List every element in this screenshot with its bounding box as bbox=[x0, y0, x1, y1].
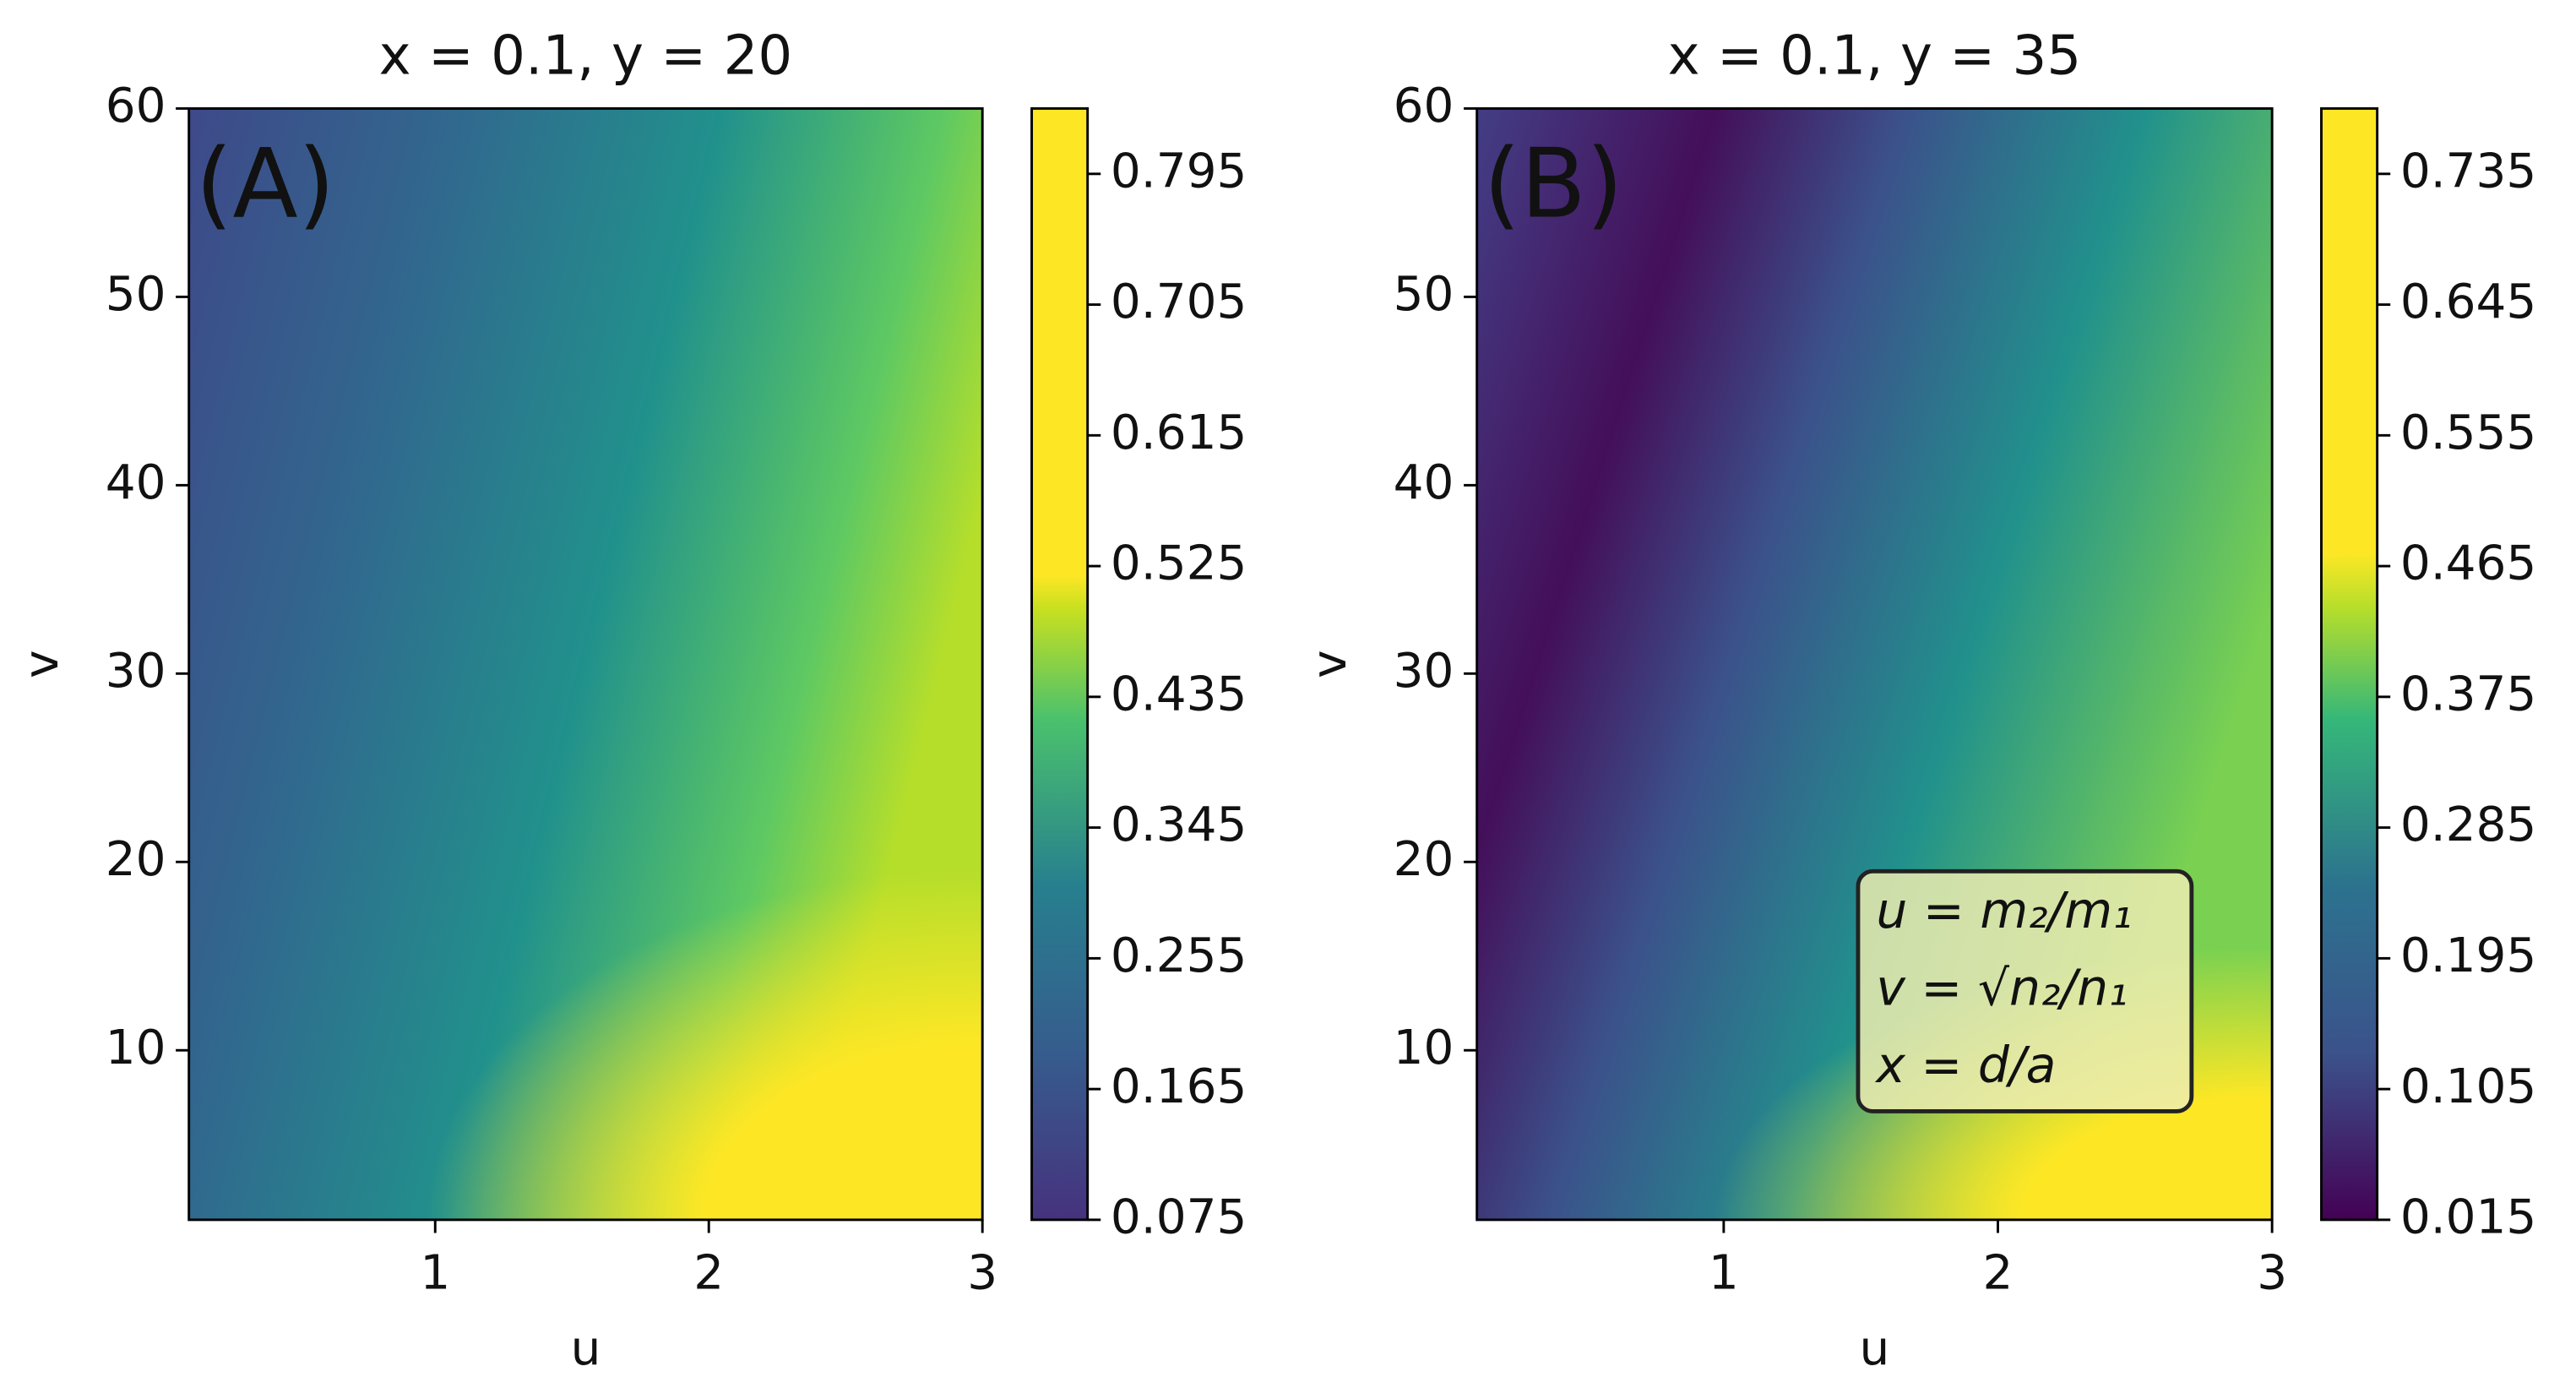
colorbar-tick-label: 0.015 bbox=[2400, 1190, 2536, 1245]
contour-field bbox=[188, 108, 983, 1220]
colorbar-tick-label: 0.255 bbox=[1111, 928, 1247, 983]
colorbar-tick-label: 0.705 bbox=[1111, 275, 1247, 329]
x-tick-label: 1 bbox=[420, 1246, 450, 1301]
y-axis-label: v bbox=[14, 650, 69, 678]
colorbar-tick-label: 0.465 bbox=[2400, 536, 2536, 591]
annotation-text: x = d/a bbox=[1874, 1037, 2056, 1094]
colorbar-tick-label: 0.345 bbox=[1111, 797, 1247, 852]
x-tick-label: 2 bbox=[1983, 1246, 2014, 1301]
colorbar-tick-label: 0.735 bbox=[2400, 144, 2536, 199]
y-tick-label: 20 bbox=[106, 832, 166, 887]
panel-label: (B) bbox=[1483, 128, 1622, 239]
y-tick-label: 30 bbox=[1394, 644, 1454, 699]
x-tick-label: 3 bbox=[2257, 1246, 2287, 1301]
colorbar-tick-label: 0.525 bbox=[1111, 536, 1247, 591]
x-axis-label: u bbox=[1860, 1321, 1890, 1376]
y-tick-label: 30 bbox=[106, 644, 166, 699]
colorbar-tick-label: 0.195 bbox=[2400, 928, 2536, 983]
colorbar-tick-label: 0.645 bbox=[2400, 275, 2536, 329]
colorbar-tick-label: 0.075 bbox=[1111, 1190, 1247, 1245]
y-tick-label: 60 bbox=[106, 79, 166, 133]
y-tick-label: 60 bbox=[1394, 79, 1454, 133]
y-tick-label: 50 bbox=[1394, 267, 1454, 322]
colorbar bbox=[2320, 106, 2379, 1222]
panel-label: (A) bbox=[195, 128, 334, 239]
chart-title: x = 0.1, y = 20 bbox=[379, 24, 793, 88]
x-tick-label: 2 bbox=[693, 1246, 724, 1301]
y-tick-label: 20 bbox=[1394, 832, 1454, 887]
x-axis-label: u bbox=[571, 1321, 601, 1376]
axes-frame bbox=[187, 106, 984, 1222]
colorbar bbox=[1030, 106, 1090, 1222]
y-tick-label: 10 bbox=[1394, 1021, 1454, 1075]
annotation-box bbox=[1856, 868, 2194, 1113]
y-tick-label: 10 bbox=[106, 1021, 166, 1075]
y-tick-label: 40 bbox=[1394, 455, 1454, 510]
y-tick-label: 40 bbox=[106, 455, 166, 510]
x-tick-label: 1 bbox=[1709, 1246, 1739, 1301]
colorbar-tick-label: 0.555 bbox=[2400, 406, 2536, 460]
y-tick-label: 50 bbox=[106, 267, 166, 322]
colorbar-tick-label: 0.375 bbox=[2400, 667, 2536, 721]
x-tick-label: 3 bbox=[967, 1246, 997, 1301]
colorbar-tick-label: 0.285 bbox=[2400, 797, 2536, 852]
annotation-text: u = m₂/m₁ bbox=[1876, 882, 2132, 939]
colorbar-tick-label: 0.165 bbox=[1111, 1059, 1247, 1114]
colorbar-tick-label: 0.105 bbox=[2400, 1059, 2536, 1114]
y-axis-label: v bbox=[1302, 650, 1357, 678]
colorbar-tick-label: 0.435 bbox=[1111, 667, 1247, 721]
annotation-text: v = √n₂/n₁ bbox=[1876, 960, 2128, 1017]
colorbar-tick-label: 0.795 bbox=[1111, 144, 1247, 199]
colorbar-tick-label: 0.615 bbox=[1111, 406, 1247, 460]
chart-title: x = 0.1, y = 35 bbox=[1668, 24, 2082, 88]
axes-frame bbox=[1475, 106, 2274, 1222]
